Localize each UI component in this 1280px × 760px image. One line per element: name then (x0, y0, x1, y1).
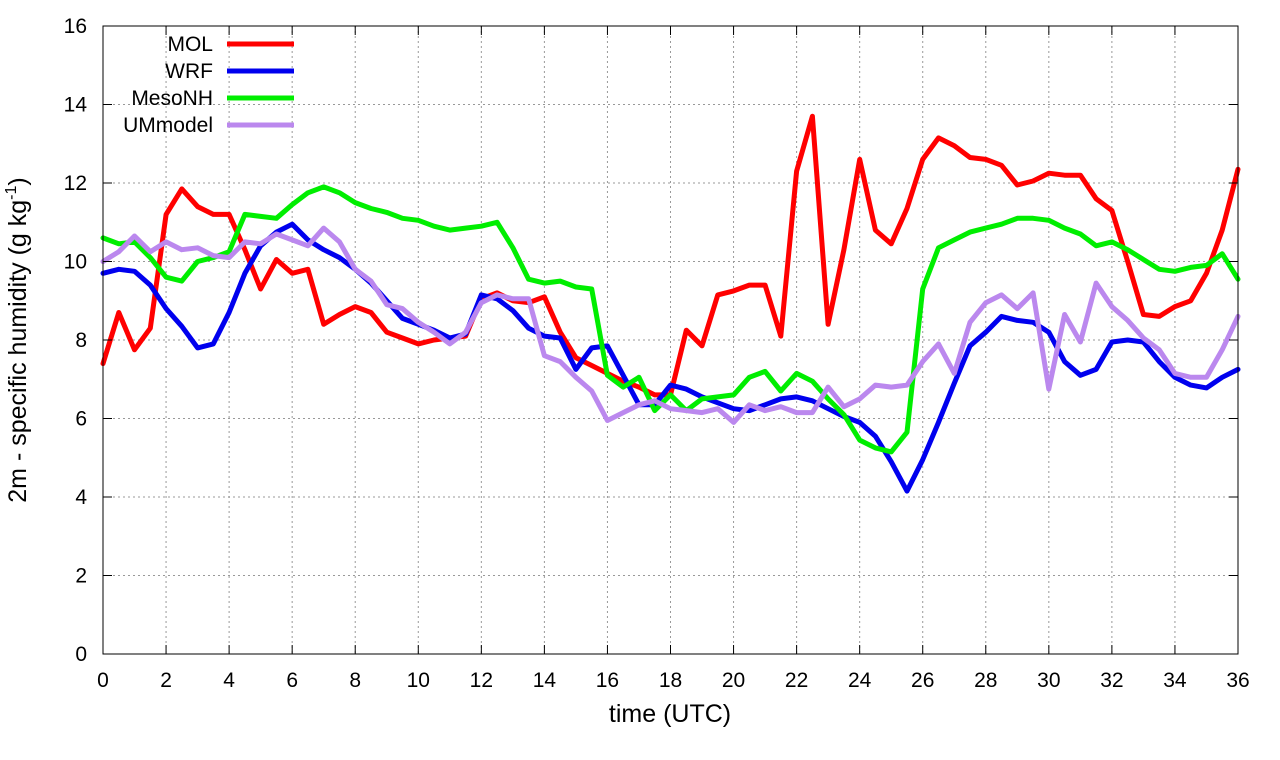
x-tick-label: 34 (1163, 669, 1187, 692)
series-lines (100, 113, 1241, 494)
x-tick-label: 8 (349, 669, 361, 692)
x-tick-label: 26 (911, 669, 934, 692)
x-tick-label: 14 (533, 669, 557, 692)
tick-marks (102, 25, 1239, 655)
y-tick-label: 14 (64, 94, 88, 117)
y-tick-label: 4 (75, 486, 87, 509)
x-tick-label: 10 (407, 669, 430, 692)
series-line-mesonh (100, 184, 1241, 455)
x-tick-label: 6 (286, 669, 298, 692)
legend-label-mol: MOL (167, 33, 213, 56)
y-axis-label: 2m - specific humidity (g kg-1) (3, 177, 32, 502)
x-tick-label: 22 (785, 669, 808, 692)
x-tick-label: 30 (1037, 669, 1060, 692)
series-line-mol (100, 113, 1241, 398)
x-tick-label: 36 (1226, 669, 1249, 692)
y-tick-label: 8 (75, 329, 87, 352)
x-tick-label: 32 (1100, 669, 1123, 692)
y-axis-label-exponent: -1 (3, 186, 20, 200)
x-tick-label: 24 (848, 669, 872, 692)
y-axis-label-main: 2m - specific humidity (g kg (4, 200, 32, 503)
legend-label-ummodel: UMmodel (123, 114, 213, 137)
y-axis-label-close: ) (4, 177, 32, 185)
y-tick-label: 2 (75, 565, 87, 588)
legend-label-mesonh: MesoNH (131, 87, 213, 110)
legend-label-wrf: WRF (165, 60, 213, 83)
x-tick-label: 20 (722, 669, 745, 692)
y-tick-label: 16 (64, 15, 87, 38)
y-tick-label: 0 (75, 643, 87, 666)
x-axis-label: time (UTC) (609, 700, 731, 728)
x-tick-label: 2 (160, 669, 172, 692)
y-tick-label: 6 (75, 408, 87, 431)
series-line-ummodel (100, 225, 1241, 425)
grid-lines (103, 26, 1238, 654)
y-tick-label: 10 (64, 251, 87, 274)
x-tick-label: 16 (596, 669, 619, 692)
x-tick-label: 18 (659, 669, 682, 692)
x-tick-label: 28 (974, 669, 997, 692)
y-tick-label: 12 (64, 172, 87, 195)
series-line-wrf (100, 221, 1241, 494)
legend: MOL WRF MesoNH UMmodel (123, 33, 294, 137)
x-axis-tick-labels: 0 2 4 6 8 10 12 14 16 18 20 22 24 26 28 30 32 34 36 (97, 669, 1250, 692)
x-tick-label: 0 (97, 669, 109, 692)
y-axis-tick-labels: 0 2 4 6 8 10 12 14 16 (64, 15, 88, 666)
x-tick-label: 12 (470, 669, 493, 692)
x-tick-label: 4 (223, 669, 235, 692)
